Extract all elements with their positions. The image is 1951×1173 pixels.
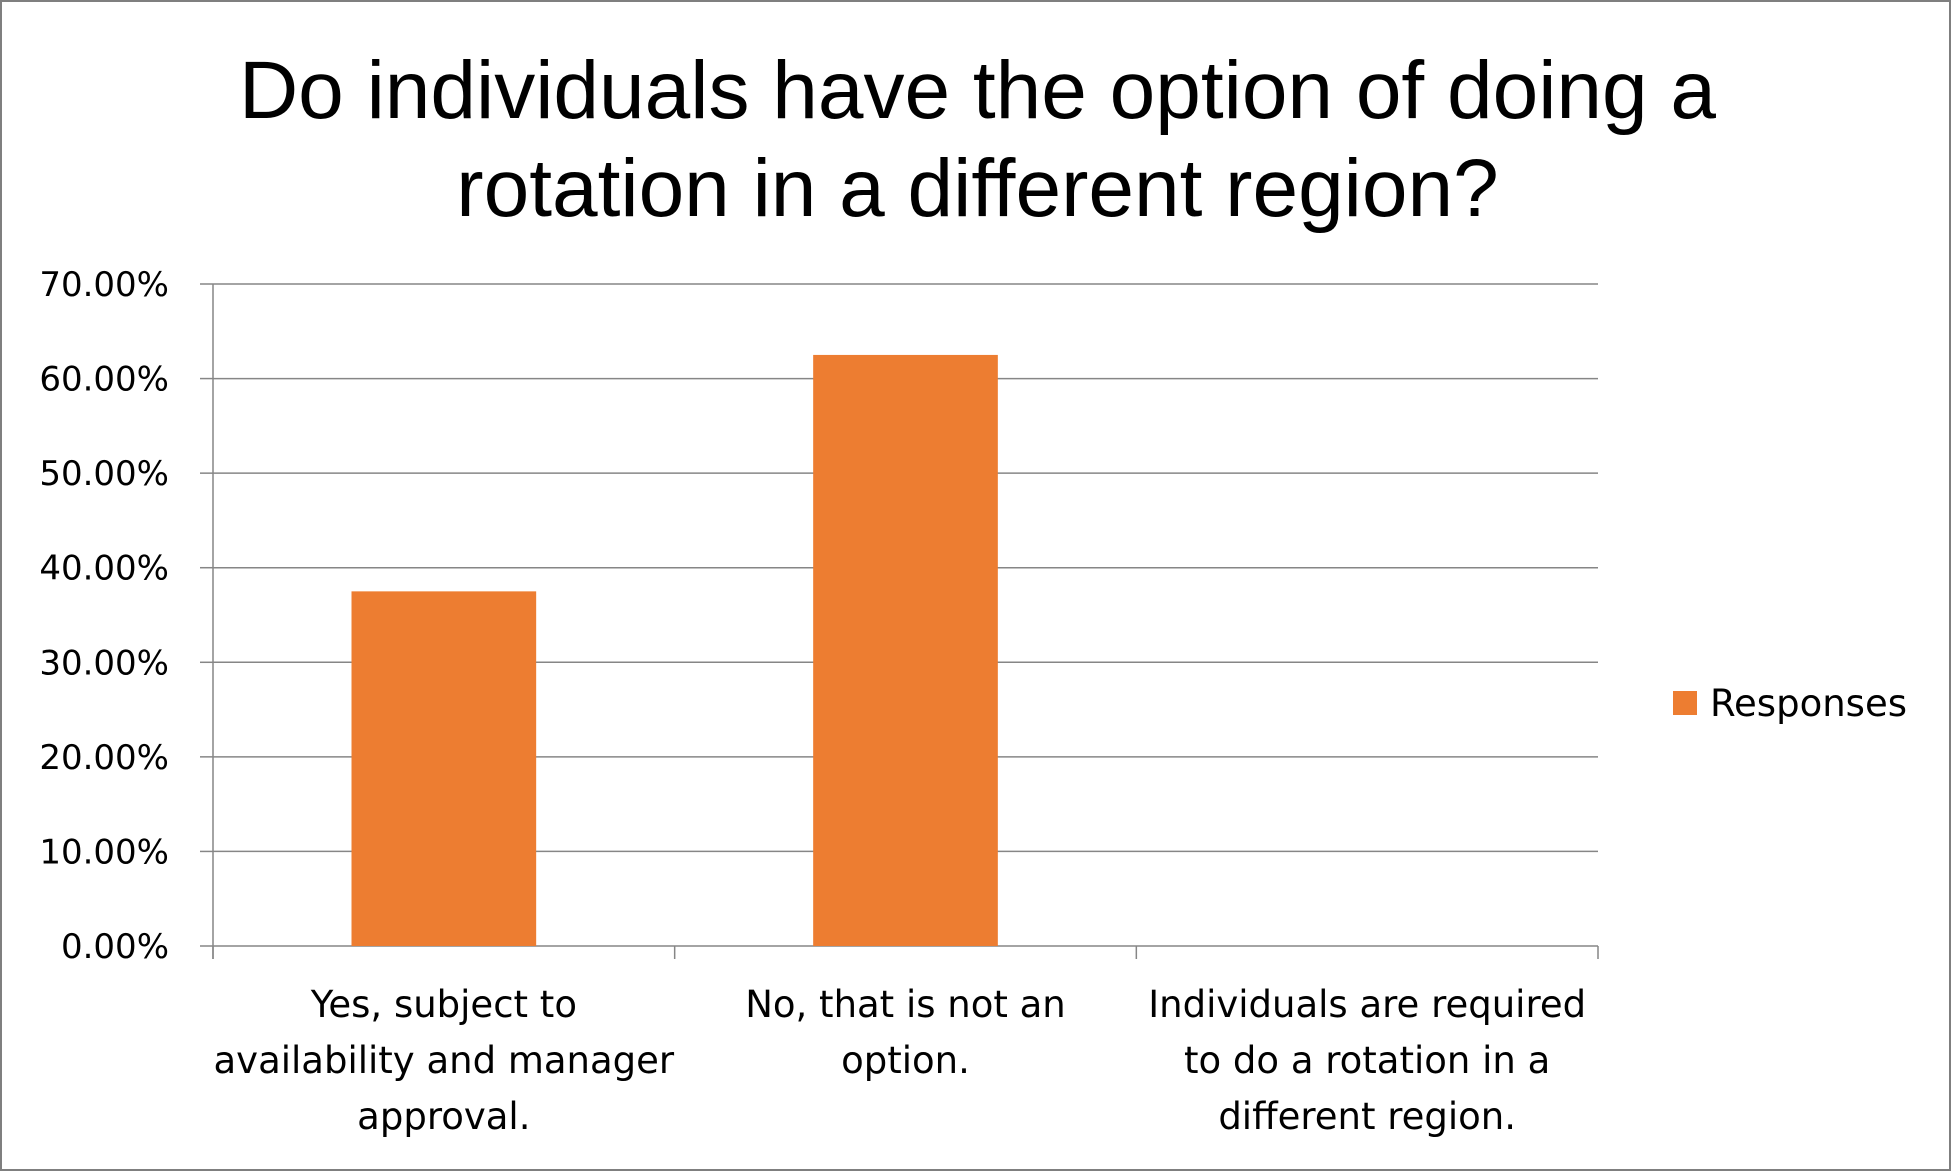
x-category-label: different region. xyxy=(1218,1095,1516,1138)
chart-title-line-2: rotation in a different region? xyxy=(456,143,1499,234)
y-tick-label: 0.00% xyxy=(61,927,169,967)
legend: Responses xyxy=(1673,682,1907,725)
bar xyxy=(813,354,998,946)
chart-title-line-1: Do individuals have the option of doing … xyxy=(238,45,1717,136)
legend-label: Responses xyxy=(1710,682,1907,725)
bar xyxy=(351,591,537,946)
y-tick-label: 30.00% xyxy=(39,643,169,683)
x-category-label: availability and manager xyxy=(214,1039,675,1082)
x-category-label: approval. xyxy=(357,1095,530,1138)
x-category-label: Yes, subject to xyxy=(310,983,577,1026)
y-tick-label: 20.00% xyxy=(39,738,169,778)
chart-title: Do individuals have the option of doing … xyxy=(2,42,1951,238)
x-category-label: to do a rotation in a xyxy=(1184,1039,1550,1082)
y-tick-label: 70.00% xyxy=(39,265,169,305)
y-tick-label: 10.00% xyxy=(39,832,169,872)
x-category-label: option. xyxy=(841,1039,970,1082)
y-tick-label: 50.00% xyxy=(39,454,169,494)
y-tick-label: 60.00% xyxy=(39,360,169,400)
y-tick-labels: 0.00% 10.00% 20.00% 30.00% 40.00% 50.00% 60.00… xyxy=(39,265,169,967)
legend-swatch xyxy=(1673,691,1697,715)
x-category-label: No, that is not an xyxy=(745,983,1066,1026)
bars xyxy=(351,354,998,946)
x-category-label: Individuals are required xyxy=(1148,983,1586,1026)
y-tick-label: 40.00% xyxy=(39,549,169,589)
x-category-labels: Yes, subject to availability and manager a… xyxy=(214,983,1587,1138)
